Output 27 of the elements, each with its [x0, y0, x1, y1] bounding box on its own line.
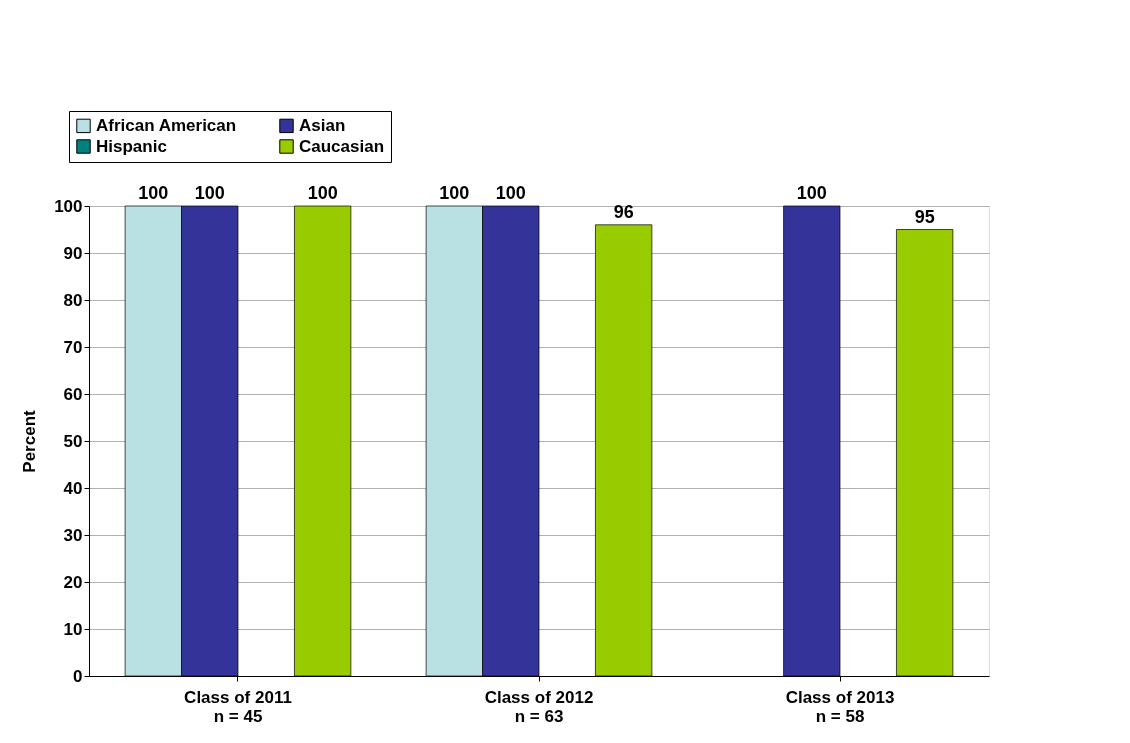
legend-label: Hispanic: [96, 136, 167, 156]
y-axis-title: Percent: [20, 409, 40, 473]
x-tick-label: Class of 2012 n = 63: [484, 687, 594, 726]
data-label: 100: [194, 183, 225, 203]
y-tick-label: 40: [63, 478, 83, 498]
y-tick-label: 50: [63, 431, 83, 451]
legend-label: Asian: [299, 115, 346, 135]
legend-label: Caucasian: [299, 136, 385, 156]
data-label: 100: [495, 183, 526, 203]
data-label: 95: [914, 206, 935, 227]
y-tick-label: 100: [54, 196, 83, 216]
y-tick-label: 30: [63, 525, 83, 545]
y-tick-label: 70: [63, 337, 83, 357]
y-tick-label: 10: [63, 619, 83, 639]
y-tick-label: 60: [63, 384, 83, 404]
data-label: 100: [307, 183, 338, 203]
y-tick-label: 20: [63, 572, 83, 592]
data-label: 96: [613, 201, 634, 222]
y-tick-label: 80: [63, 290, 83, 310]
y-tick-label: 90: [63, 243, 83, 263]
data-label: 100: [138, 183, 169, 203]
data-label: 100: [796, 183, 827, 203]
x-tick-label: Class of 2011 n = 45: [184, 687, 292, 726]
y-tick-label: 0: [73, 666, 83, 686]
legend-label: African American: [96, 115, 237, 135]
data-label: 100: [439, 183, 470, 203]
x-tick-label: Class of 2013 n = 58: [785, 687, 895, 726]
